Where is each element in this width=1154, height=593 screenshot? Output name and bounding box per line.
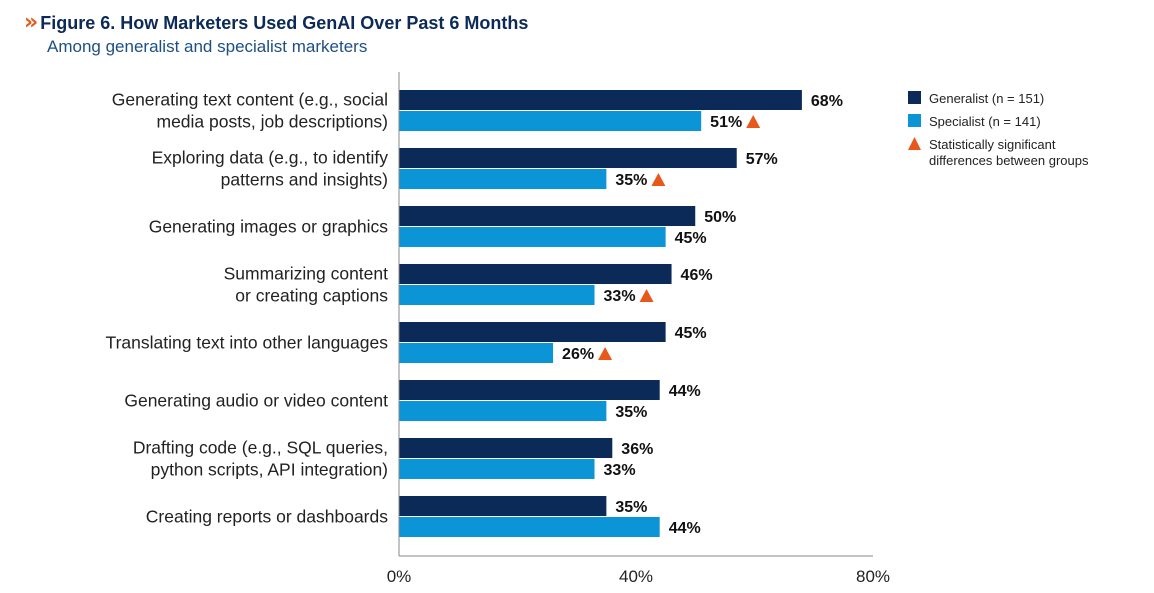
value-label-generalist: 50% — [704, 209, 736, 226]
x-tick-label: 80% — [856, 567, 890, 586]
bar-generalist — [399, 322, 666, 342]
category-label: Exploring data (e.g., to identify pattern… — [152, 148, 389, 190]
value-label-generalist: 45% — [675, 325, 707, 342]
legend: Generalist (n = 151) Specialist (n = 141)… — [908, 91, 1089, 168]
x-tick-label: 40% — [619, 567, 653, 586]
legend-swatch-specialist — [908, 114, 921, 127]
value-label-generalist: 46% — [681, 267, 713, 284]
value-label-generalist: 57% — [746, 151, 778, 168]
axes: 0% 40% 80% — [387, 72, 890, 586]
category-label: Translating text into other languages — [106, 333, 389, 353]
legend-label: Specialist (n = 141) — [929, 114, 1041, 129]
chevron-icon: » — [24, 10, 38, 35]
value-label-generalist: 44% — [669, 383, 701, 400]
chart-title: Figure 6. How Marketers Used GenAI Over … — [40, 12, 529, 33]
category-label: Generating text content (e.g., social med… — [112, 90, 388, 132]
value-label-specialist: 33% — [604, 462, 636, 479]
bar-generalist — [399, 380, 660, 400]
category-label: Drafting code (e.g., SQL queries, python … — [133, 438, 388, 480]
bar-generalist — [399, 90, 802, 110]
significance-triangle-icon — [908, 137, 921, 150]
category-label: Creating reports or dashboards — [146, 507, 388, 527]
value-label-specialist: 35% — [615, 172, 647, 189]
category-label: Generating images or graphics — [149, 217, 389, 237]
chart-subtitle: Among generalist and specialist marketer… — [47, 37, 368, 56]
bar-specialist — [399, 459, 595, 479]
bar-specialist — [399, 169, 607, 189]
x-tick-label: 0% — [387, 567, 412, 586]
significance-triangle-icon — [598, 347, 613, 360]
category-label: Generating audio or video content — [124, 391, 388, 411]
bar-specialist — [399, 401, 607, 421]
value-label-generalist: 36% — [621, 441, 653, 458]
bar-generalist — [399, 496, 607, 516]
value-labels: 68% 51% 57% 35% 50% 45% 46% 33% 45% 26% 44% 35% 36% 3… — [562, 93, 843, 537]
bar-generalist — [399, 206, 696, 226]
bar-specialist — [399, 517, 660, 537]
value-label-specialist: 26% — [562, 346, 594, 363]
category-labels: Generating text content (e.g., social med… — [106, 90, 389, 527]
chart-header: » Figure 6. How Marketers Used GenAI Ove… — [24, 12, 528, 57]
bar-specialist — [399, 285, 595, 305]
value-label-generalist: 35% — [615, 499, 647, 516]
significance-triangle-icon — [651, 173, 666, 186]
bar-generalist — [399, 264, 672, 284]
significance-triangle-icon — [639, 289, 654, 302]
significance-triangle-icon — [746, 115, 761, 128]
value-label-specialist: 33% — [604, 288, 636, 305]
legend-label: Statistically significant differences bet… — [929, 137, 1089, 168]
category-label: Summarizing content or creating captions — [224, 264, 389, 306]
legend-label: Generalist (n = 151) — [929, 91, 1044, 106]
value-label-specialist: 45% — [675, 230, 707, 247]
legend-swatch-generalist — [908, 91, 921, 104]
bar-specialist — [399, 111, 702, 131]
bar-generalist — [399, 438, 613, 458]
value-label-specialist: 35% — [615, 404, 647, 421]
bar-generalist — [399, 148, 737, 168]
bar-specialist — [399, 227, 666, 247]
value-label-generalist: 68% — [811, 93, 843, 110]
bars-group — [399, 90, 802, 537]
value-label-specialist: 51% — [710, 114, 742, 131]
value-label-specialist: 44% — [669, 520, 701, 537]
bar-specialist — [399, 343, 554, 363]
